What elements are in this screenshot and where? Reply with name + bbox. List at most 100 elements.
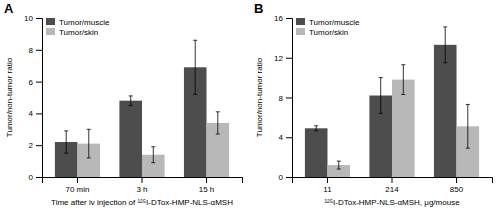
legend-item: Tumor/skin (296, 28, 348, 37)
tick-mark (327, 177, 328, 183)
tick-label: 11 (323, 185, 332, 194)
error-bar (401, 65, 405, 95)
legend-swatch (46, 28, 55, 35)
tick-mark (36, 18, 42, 19)
series (55, 40, 207, 177)
panel-label: B (254, 1, 263, 16)
panel-label: A (4, 1, 14, 16)
tick-label: 70 min (65, 185, 89, 194)
legend-swatch (46, 18, 55, 25)
legend-label: Tumor/muscle (59, 18, 110, 27)
y-tick: 0 (29, 173, 42, 182)
error-bar (216, 112, 220, 134)
series (327, 65, 479, 177)
y-axis: 0 4 8 12 16 (274, 14, 292, 182)
error-bar (379, 78, 383, 114)
plot-area (305, 27, 479, 177)
x-axis-title: Time after iv injection of ¹²⁵I-DTox-HMP… (51, 198, 233, 207)
x-tick: 11 (323, 177, 332, 194)
tick-label: 6 (29, 78, 34, 87)
panel: 0 2 4 6 8 10 70 min 3 h 15 h Time after iv inject… (5, 14, 243, 207)
y-tick: 6 (29, 78, 42, 87)
tick-mark (286, 98, 292, 99)
y-axis-title: Tumor/non-tumor ratio (5, 57, 14, 137)
error-bar (314, 126, 318, 131)
tick-mark (456, 177, 457, 183)
tick-label: 8 (29, 46, 34, 55)
legend-label: Tumor/skin (309, 28, 348, 37)
tick-label: 0 (29, 173, 34, 182)
tick-label: 12 (274, 54, 283, 63)
y-tick: 8 (29, 46, 42, 55)
y-tick: 4 (29, 109, 42, 118)
legend-item: Tumor/muscle (296, 18, 360, 27)
tick-mark (206, 177, 207, 183)
error-bar (64, 131, 68, 153)
y-tick: 8 (279, 94, 292, 103)
tick-mark (36, 50, 42, 51)
y-axis: 0 2 4 6 8 10 (24, 14, 42, 182)
bar (434, 45, 457, 177)
tick-mark (286, 18, 292, 19)
tick-mark (392, 177, 393, 183)
tick-label: 8 (279, 94, 284, 103)
x-tick: 850 (450, 177, 464, 194)
x-tick: 214 (385, 177, 399, 194)
tick-label: 2 (29, 141, 34, 150)
legend-label: Tumor/muscle (309, 18, 360, 27)
axis-line (43, 178, 243, 184)
tick-mark (36, 177, 42, 178)
legend: Tumor/muscleTumor/skin (296, 18, 360, 37)
x-axis: 11 214 850 (293, 177, 493, 194)
y-tick: 16 (274, 14, 292, 23)
y-tick: 2 (29, 141, 42, 150)
y-tick: 10 (24, 14, 42, 23)
error-bar (443, 27, 447, 63)
axis-line (293, 178, 493, 184)
tick-label: 3 h (136, 185, 147, 194)
x-tick: 15 h (199, 177, 215, 194)
tick-label: 16 (274, 14, 283, 23)
x-tick: 70 min (65, 177, 89, 194)
axis-line (36, 19, 43, 178)
tick-label: 4 (279, 133, 284, 142)
error-bar (337, 161, 341, 169)
tick-label: 4 (29, 109, 34, 118)
x-axis-title: ¹²⁵I-DTox-HMP-NLS-αMSH, μg/mouse (324, 198, 460, 207)
tick-mark (36, 113, 42, 114)
legend: Tumor/muscleTumor/skin (46, 18, 110, 37)
legend-swatch (296, 18, 305, 25)
legend-item: Tumor/muscle (46, 18, 110, 27)
tick-label: 850 (450, 185, 464, 194)
legend-item: Tumor/skin (46, 28, 98, 37)
tick-label: 10 (24, 14, 33, 23)
error-bar (151, 147, 155, 163)
error-bar (193, 40, 197, 94)
bar (119, 101, 142, 177)
figure: 0 2 4 6 8 10 70 min 3 h 15 h Time after iv inject… (0, 0, 500, 211)
legend-swatch (296, 28, 305, 35)
tick-mark (142, 177, 143, 183)
series (77, 112, 229, 177)
panel: 0 4 8 12 16 11 214 850 ¹²⁵I-DTox-HMP-NLS-αMSH, μ… (255, 14, 493, 207)
tick-label: 15 h (199, 185, 215, 194)
tick-label: 0 (279, 173, 284, 182)
plot-area (55, 40, 229, 177)
tick-mark (77, 177, 78, 183)
axis-line (286, 19, 293, 178)
tick-mark (286, 177, 292, 178)
series (305, 27, 457, 177)
tick-mark (286, 137, 292, 138)
error-bar (129, 96, 133, 106)
x-axis: 70 min 3 h 15 h (43, 177, 243, 194)
tick-mark (36, 145, 42, 146)
y-axis-title: Tumor/non-tumor ratio (255, 57, 264, 137)
tick-mark (36, 82, 42, 83)
x-tick: 3 h (136, 177, 147, 194)
tick-label: 214 (385, 185, 399, 194)
error-bar (87, 129, 91, 158)
legend-label: Tumor/skin (59, 28, 98, 37)
y-tick: 4 (279, 133, 292, 142)
error-bar (466, 104, 470, 148)
y-tick: 0 (279, 173, 292, 182)
